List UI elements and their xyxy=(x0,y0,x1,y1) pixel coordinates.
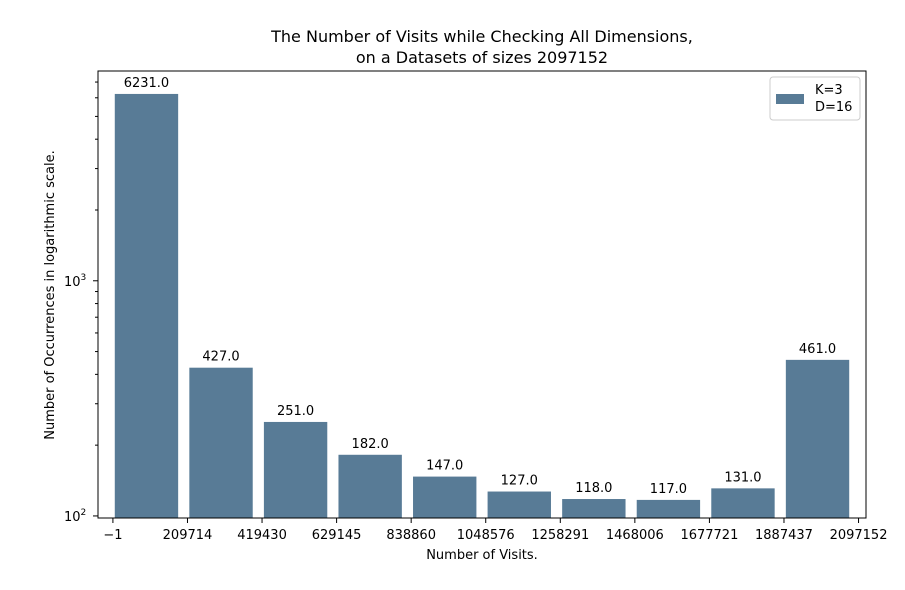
x-tick-label: 1048576 xyxy=(457,528,515,543)
legend-swatch xyxy=(776,94,804,104)
axes-frame xyxy=(97,70,867,519)
x-axis: −1 209714 419430 629145 838860 1048576 1258291… xyxy=(103,518,887,543)
bar xyxy=(636,499,701,518)
bar xyxy=(189,367,253,518)
plot-area: 6231.0 427.0 251.0 182.0 147.0 127.0 118.0 117.… xyxy=(114,76,850,518)
x-tick-label: 629145 xyxy=(312,528,362,543)
chart-title-line-2: on a Datasets of sizes 2097152 xyxy=(356,48,608,67)
x-tick-label: 1258291 xyxy=(531,528,589,543)
y-axis-label: Number of Occurrences in logarithmic sca… xyxy=(43,150,58,440)
bar-value-label: 461.0 xyxy=(799,342,836,357)
y-tick-label: 102 xyxy=(64,508,86,525)
bar-value-label: 251.0 xyxy=(277,404,314,419)
x-tick-label: 1887437 xyxy=(755,528,813,543)
y-tick-label: 103 xyxy=(64,273,86,290)
bar xyxy=(785,359,850,518)
legend-label-d: D=16 xyxy=(815,100,852,115)
chart-title-line-1: The Number of Visits while Checking All … xyxy=(270,27,693,46)
x-tick-label: 419430 xyxy=(237,528,287,543)
bar xyxy=(711,488,775,518)
bar xyxy=(338,454,402,518)
bar-value-label: 147.0 xyxy=(426,459,463,474)
bar xyxy=(263,421,328,518)
bar-value-label: 131.0 xyxy=(724,470,761,485)
bar xyxy=(487,491,551,518)
x-tick-label: −1 xyxy=(103,528,122,543)
y-axis: 102 103 xyxy=(64,81,98,525)
bar-value-label: 118.0 xyxy=(575,481,612,496)
legend: K=3 D=16 xyxy=(769,76,861,121)
legend-frame xyxy=(769,76,861,121)
x-tick-label: 2097152 xyxy=(830,528,888,543)
bar-value-label: 127.0 xyxy=(501,474,538,489)
legend-label-k: K=3 xyxy=(815,83,843,98)
bar-value-label: 6231.0 xyxy=(124,76,170,91)
bar xyxy=(413,476,477,518)
bar-value-label: 427.0 xyxy=(202,350,239,365)
x-axis-label: Number of Visits. xyxy=(426,548,538,563)
x-tick-label: 209714 xyxy=(163,528,213,543)
x-tick-label: 1677721 xyxy=(680,528,738,543)
bar-value-label: 182.0 xyxy=(352,437,389,452)
bar-value-label: 117.0 xyxy=(650,482,687,497)
x-tick-label: 1468006 xyxy=(606,528,664,543)
bar xyxy=(562,499,626,518)
x-tick-label: 838860 xyxy=(386,528,436,543)
bar xyxy=(114,93,179,518)
